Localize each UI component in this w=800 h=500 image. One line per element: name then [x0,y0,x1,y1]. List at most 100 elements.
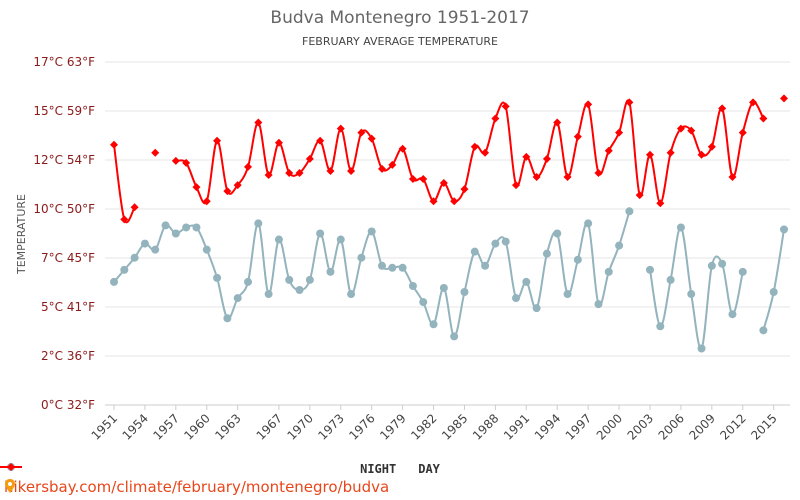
legend-day-label: DAY [418,462,440,476]
day-data-point [439,179,448,188]
day-data-point [274,138,283,147]
day-data-point [244,162,252,171]
night-data-point [460,288,469,297]
day-data-point [470,142,479,151]
day-data-point [171,156,180,165]
night-data-point [274,235,283,244]
day-data-point [367,134,376,143]
map-pin-icon [5,479,15,493]
night-data-point [120,265,129,274]
night-data-point [481,261,490,270]
day-data-point [759,114,768,123]
footer-url: hikersbay.com/climate/february/montenegr… [4,478,390,496]
night-data-point [367,227,376,236]
day-data-point [501,102,510,111]
day-data-point [357,128,366,137]
night-data-point [584,219,593,228]
night-data-point [357,253,366,262]
x-tick-label: 1997 [563,411,594,442]
y-tick-label: 7°C 45°F [41,251,95,265]
day-data-point [347,166,356,175]
night-data-point [501,237,510,246]
x-tick-label: 2015 [748,411,779,442]
y-tick-label: 10°C 50°F [33,202,95,216]
night-data-point [140,239,149,248]
day-data-point [336,124,345,133]
day-data-point [666,148,675,157]
day-data-point [408,175,417,184]
legend-night[interactable]: NIGHT [0,462,396,476]
night-data-point [439,283,448,292]
night-data-point [532,304,541,313]
y-tick-label: 15°C 59°F [33,104,95,118]
night-data-point [202,245,211,254]
day-data-point [553,118,562,127]
day-data-point [316,136,325,145]
night-data-point [615,241,624,250]
x-tick-label: 1985 [439,411,470,442]
footer-link[interactable]: hikersbay.com/climate/february/montenegr… [4,478,389,496]
night-series-line [649,226,744,350]
day-data-point [398,144,407,153]
day-data-point [223,187,232,196]
night-data-point [151,245,160,254]
y-tick-label: 5°C 41°F [41,300,95,314]
legend-day[interactable]: DAY [0,462,440,476]
day-data-point [615,128,624,137]
night-data-point [542,249,551,258]
night-data-point [182,223,191,232]
day-data-point [563,173,572,182]
night-data-point [573,255,582,264]
day-data-point [635,191,644,200]
x-tick-label: 1979 [377,411,408,442]
night-data-point [223,314,232,323]
night-data-point [398,263,407,272]
y-tick-label: 2°C 36°F [41,349,95,363]
x-tick-label: 1960 [181,411,212,442]
x-tick-label: 1951 [89,411,120,442]
night-data-point [759,326,768,335]
night-data-point [780,225,788,234]
day-data-point [151,148,160,157]
x-tick-label: 1988 [470,411,501,442]
chart-subtitle: FEBRUARY AVERAGE TEMPERATURE [302,35,498,48]
day-data-point [676,124,685,133]
night-data-point [687,290,696,299]
night-data-point [697,344,706,353]
day-data-point [594,168,603,177]
day-data-point [687,126,696,135]
night-data-point [264,290,273,299]
day-data-point [450,197,459,206]
night-data-point [656,322,665,331]
day-data-point [326,166,335,175]
day-data-point [254,118,263,127]
day-data-point [532,173,541,182]
night-data-point [429,320,438,329]
day-series-line [175,99,765,205]
day-data-point [625,98,634,107]
night-data-point [491,239,500,248]
day-data-point [182,158,191,167]
night-data-point [408,281,417,290]
night-data-point [604,267,613,276]
night-data-point [305,275,314,284]
day-data-point [202,197,211,206]
night-data-point [285,275,294,284]
legend: NIGHT DAY [0,462,800,476]
night-data-point [295,285,304,294]
day-data-point [542,154,551,163]
day-data-point [522,152,531,161]
x-tick-label: 1957 [150,411,181,442]
night-data-point [666,275,675,284]
day-data-point [285,168,294,177]
night-data-point [728,310,737,319]
day-data-point [512,181,520,190]
night-data-point [326,267,335,276]
day-data-point [110,140,118,149]
day-data-point [481,148,490,157]
day-data-point [656,199,665,208]
day-data-point [604,146,613,155]
night-data-point [646,265,654,274]
night-data-point [110,277,118,286]
night-data-point [769,288,778,297]
